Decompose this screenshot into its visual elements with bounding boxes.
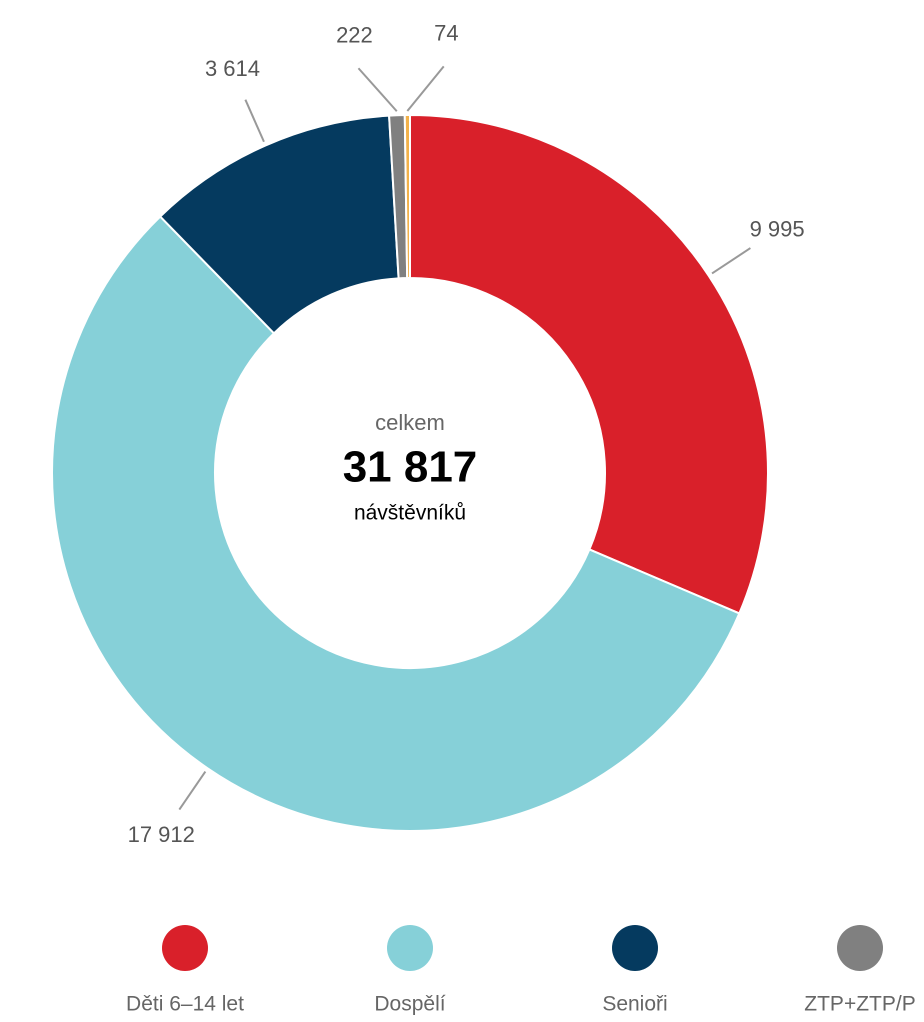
legend-swatch (387, 925, 433, 971)
slice (51, 215, 741, 832)
leader-line (406, 65, 445, 112)
legend-label: Dospělí (374, 993, 445, 1016)
data-label: 9 995 (750, 216, 805, 241)
leader-line (711, 247, 751, 275)
legend-label: Děti 6–14 let (126, 993, 244, 1016)
center-unit: návštěvníků (354, 502, 466, 525)
data-label: 222 (336, 22, 373, 47)
slice (158, 114, 400, 335)
slice (409, 113, 769, 615)
data-label: 3 614 (205, 56, 260, 81)
data-label: 74 (434, 20, 458, 45)
legend-swatch (162, 925, 208, 971)
slice (403, 113, 411, 280)
center-caption: celkem (375, 410, 445, 435)
legend-swatch (837, 925, 883, 971)
leader-line (178, 771, 207, 811)
legend-swatch (612, 925, 658, 971)
data-label: 17 912 (128, 822, 195, 847)
leader-line (244, 99, 265, 143)
legend-label: Senioři (602, 993, 667, 1016)
leader-line (357, 67, 398, 112)
legend-label: ZTP+ZTP/P (804, 993, 915, 1016)
center-total: 31 817 (343, 443, 478, 492)
